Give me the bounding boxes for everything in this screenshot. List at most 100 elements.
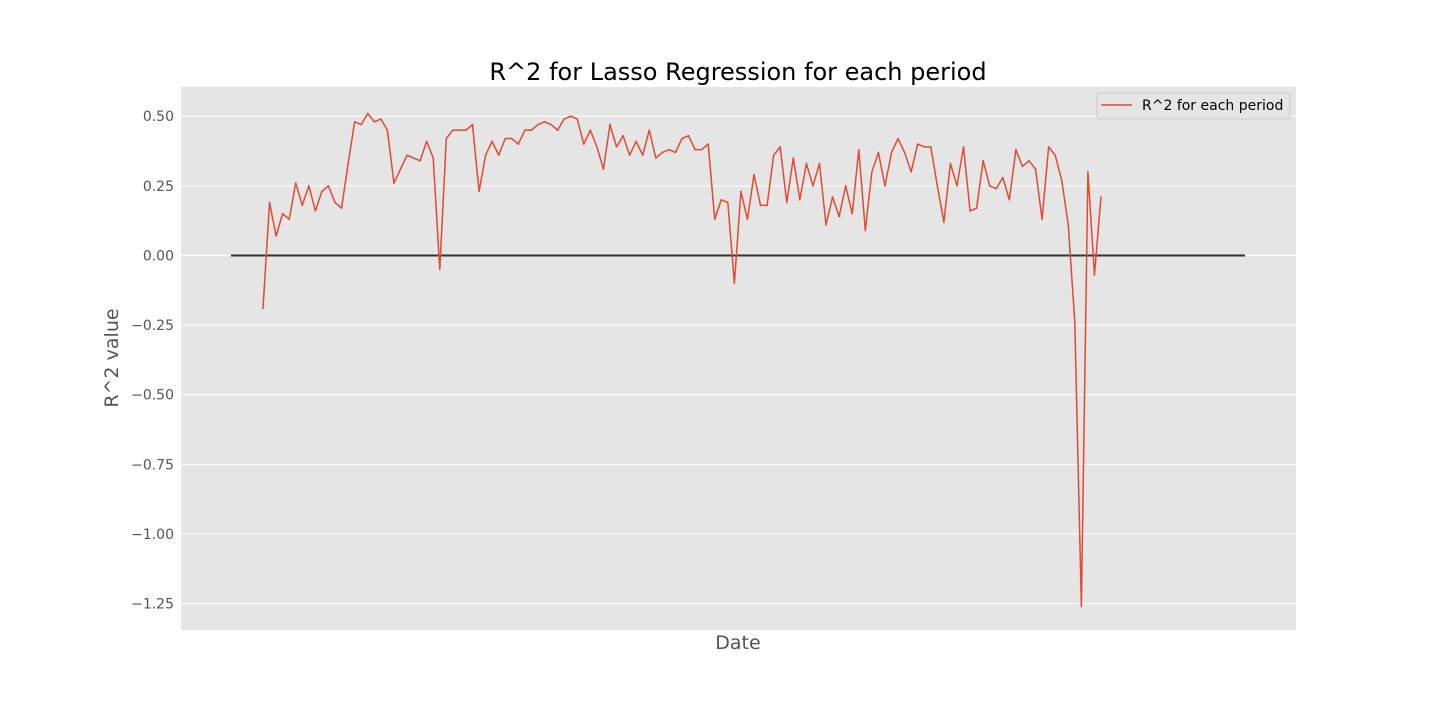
data-point [923, 146, 926, 148]
data-point [831, 196, 834, 198]
data-point [661, 151, 664, 154]
data-point [1087, 171, 1089, 173]
data-point [962, 146, 965, 148]
data-point [275, 235, 277, 237]
data-point [897, 137, 899, 140]
y-tick-label: 0.00 [143, 248, 174, 264]
data-point [1060, 179, 1063, 182]
data-point [753, 173, 755, 176]
data-point [956, 185, 958, 187]
data-point [406, 154, 408, 157]
data-point [504, 137, 507, 140]
data-point [779, 146, 781, 148]
data-point [799, 198, 801, 201]
data-point [746, 218, 749, 221]
data-point [622, 134, 624, 137]
data-point [825, 224, 827, 226]
data-point [1067, 224, 1070, 226]
data-point [772, 154, 775, 157]
data-point [425, 140, 428, 143]
data-point [727, 201, 729, 204]
data-point [713, 218, 716, 221]
data-point [484, 154, 487, 157]
data-point [655, 157, 657, 159]
data-point [1008, 198, 1011, 201]
data-point [524, 129, 526, 131]
data-point [838, 215, 840, 218]
data-point [445, 137, 448, 140]
data-point [1002, 176, 1004, 179]
data-point [334, 201, 336, 204]
data-point [805, 162, 808, 165]
data-point [700, 148, 703, 151]
data-point [288, 218, 290, 221]
data-point [890, 151, 893, 154]
data-point [589, 129, 592, 131]
data-point [340, 207, 343, 209]
data-point [818, 162, 821, 165]
data-point [975, 207, 978, 209]
data-point [884, 185, 886, 187]
data-point [1100, 196, 1102, 198]
data-point [465, 129, 467, 131]
data-point [615, 146, 618, 148]
y-tick-label: −1.00 [131, 527, 174, 543]
data-point [687, 134, 690, 137]
data-point [707, 143, 709, 145]
data-point [301, 204, 304, 207]
data-point [517, 143, 520, 145]
data-point [393, 182, 395, 184]
data-point [399, 168, 402, 170]
data-point [497, 154, 500, 157]
data-point [452, 129, 454, 131]
data-point [733, 282, 736, 285]
data-point [1034, 168, 1037, 170]
data-point [1074, 321, 1076, 324]
data-point [681, 137, 683, 140]
data-point [438, 268, 441, 271]
data-point [694, 148, 696, 151]
data-point [871, 171, 873, 173]
chart-title: R^2 for Lasso Regression for each period [489, 58, 986, 86]
data-point [635, 140, 637, 143]
data-point [314, 210, 317, 212]
data-point [943, 221, 945, 223]
data-point [1015, 148, 1017, 151]
y-tick-label: 0.25 [143, 179, 174, 195]
data-points [262, 112, 1102, 608]
data-point [949, 162, 952, 165]
y-tick-label: −0.25 [131, 318, 174, 334]
data-point [877, 151, 880, 154]
data-point [550, 123, 552, 126]
data-point [609, 123, 611, 126]
data-point [458, 129, 461, 131]
data-point [530, 129, 533, 131]
data-point [1054, 154, 1056, 157]
data-point [982, 159, 984, 162]
data-point [281, 212, 284, 215]
data-point [596, 146, 598, 148]
y-tick-label: −0.75 [131, 457, 174, 473]
data-point [563, 118, 565, 120]
data-point [903, 151, 906, 154]
data-point [910, 171, 912, 173]
data-point [641, 154, 644, 157]
data-point [851, 212, 854, 215]
y-axis-label: R^2 value [101, 308, 123, 407]
data-point [812, 185, 814, 187]
data-point [380, 118, 382, 120]
data-point [792, 157, 795, 159]
data-point [988, 185, 991, 187]
y-tick-label: −1.25 [131, 597, 174, 613]
data-point [916, 143, 919, 145]
data-point [583, 143, 585, 145]
data-point [510, 137, 513, 140]
data-point [628, 154, 631, 157]
data-point [648, 129, 651, 131]
data-point [386, 129, 389, 131]
legend-label: R^2 for each period [1142, 98, 1283, 114]
data-point [1080, 605, 1083, 608]
data-point [321, 190, 323, 193]
data-point [327, 185, 330, 187]
data-point [569, 115, 572, 118]
